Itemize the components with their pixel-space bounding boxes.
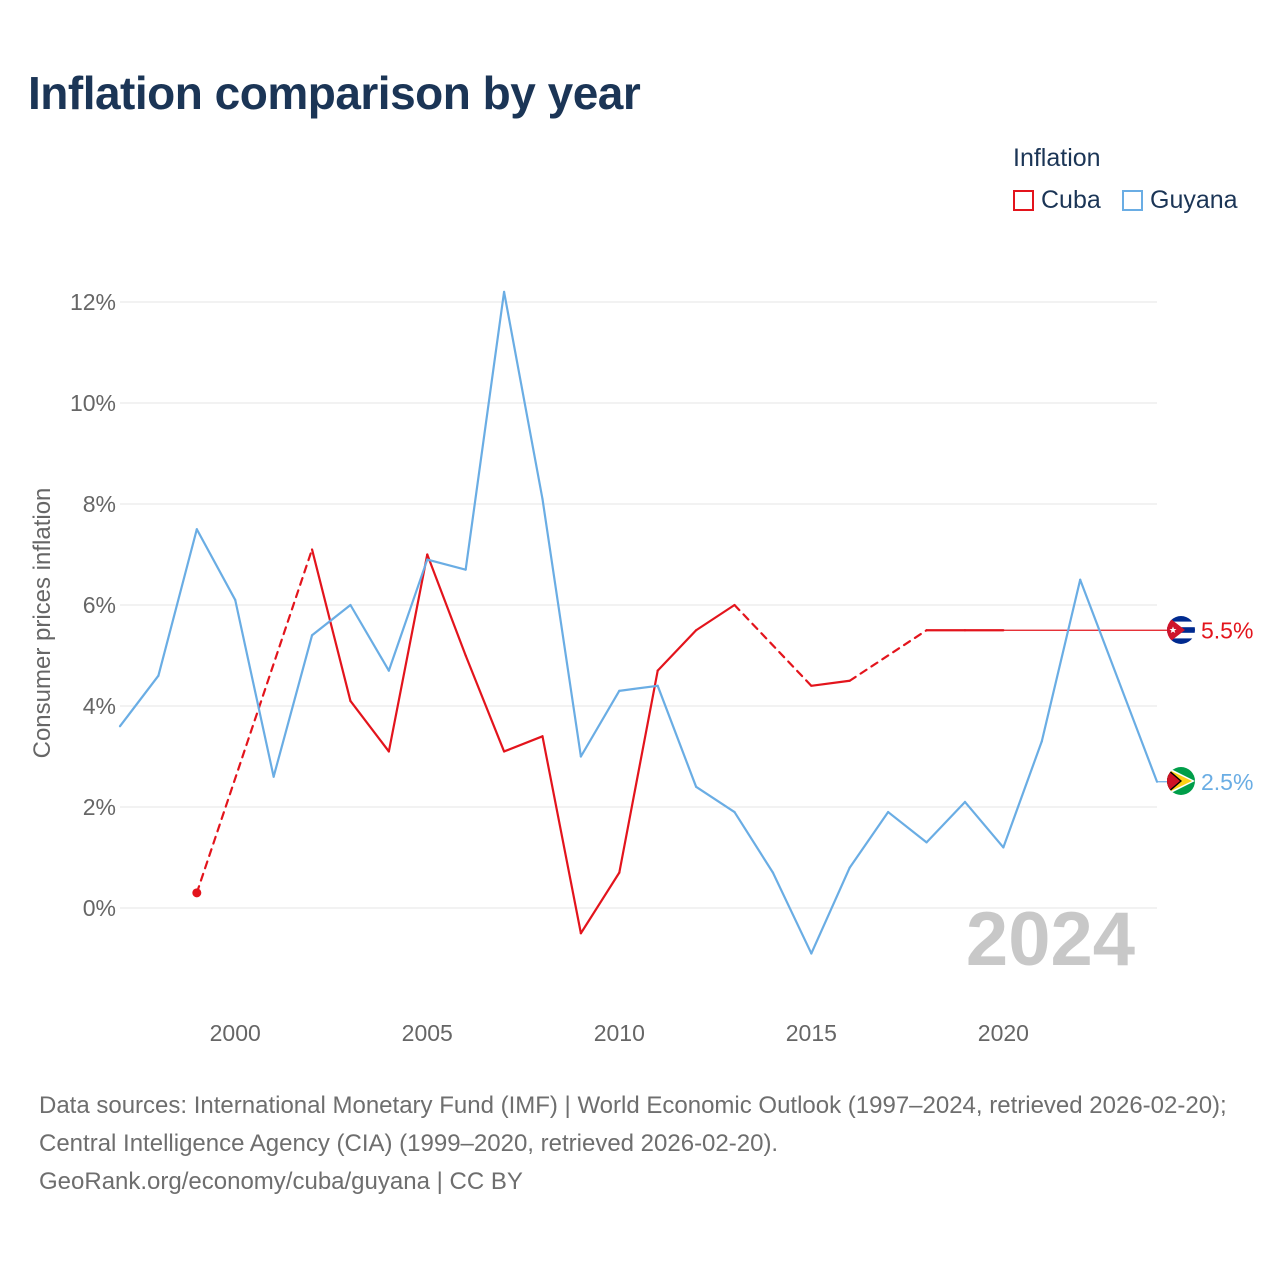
series-segment — [848, 810, 890, 869]
series-segment — [656, 629, 698, 672]
x-axis-ticks: 2000 2005 2010 2015 2020 — [210, 1020, 1029, 1046]
series-segment — [848, 629, 928, 682]
series-segment — [310, 603, 352, 637]
year-watermark: 2024 — [966, 897, 1135, 982]
series-segment — [541, 497, 582, 758]
series-segment — [464, 654, 506, 753]
series-segment — [810, 866, 851, 955]
y-axis-ticks: 0% 2% 4% 6% 8% 10% 12% — [70, 289, 116, 921]
y-tick-label: 10% — [70, 390, 116, 416]
x-tick-label: 2005 — [402, 1020, 453, 1046]
series-segment — [502, 290, 544, 501]
series-segment — [963, 800, 1005, 849]
end-value-label: 5.5% — [1201, 617, 1253, 643]
series-segment — [387, 553, 429, 753]
legend-item-guyana[interactable]: Guyana — [1122, 186, 1238, 215]
series-segment — [1117, 679, 1159, 783]
y-tick-label: 8% — [83, 491, 116, 517]
series-segment — [656, 684, 698, 788]
series-segment — [1040, 578, 1082, 743]
series-segment — [771, 871, 813, 955]
series-segment — [579, 871, 621, 935]
x-tick-label: 2020 — [978, 1020, 1029, 1046]
legend-label-cuba: Cuba — [1041, 186, 1101, 214]
series-segment — [579, 689, 621, 758]
y-tick-label: 6% — [83, 592, 116, 618]
y-tick-label: 12% — [70, 289, 116, 315]
series-segment — [541, 735, 582, 935]
series-cuba: 5.5% — [192, 548, 1253, 935]
series-segment — [695, 785, 736, 814]
series-segment — [157, 528, 198, 677]
data-point — [192, 888, 202, 898]
y-tick-label: 0% — [83, 895, 116, 921]
series-segment — [618, 669, 659, 874]
series-guyana: 2.5% — [118, 290, 1253, 955]
series-segment — [118, 674, 160, 728]
series-segment — [234, 598, 275, 778]
legend-item-cuba[interactable]: Cuba — [1013, 186, 1101, 215]
line-chart: 0% 2% 4% 6% 8% 10% 12% 2000 2005 2010 2015 2020 Co… — [29, 289, 1253, 1046]
legend-label-guyana: Guyana — [1150, 186, 1238, 214]
chart-title: Inflation comparison by year — [28, 67, 641, 119]
series-segment — [733, 603, 813, 687]
y-tick-label: 2% — [83, 794, 116, 820]
data-source-note: Data sources: International Monetary Fun… — [39, 1092, 1227, 1157]
series-segment — [1079, 578, 1120, 682]
series-segment — [810, 679, 851, 687]
credit-link[interactable]: GeoRank.org/economy/cuba/guyana | CC BY — [39, 1168, 523, 1195]
series-segment — [695, 603, 736, 632]
x-tick-label: 2000 — [210, 1020, 261, 1046]
series-segment — [887, 810, 928, 844]
x-tick-label: 2010 — [594, 1020, 645, 1046]
series-segment — [1002, 740, 1043, 849]
series-segment — [464, 290, 506, 571]
series-segment — [733, 810, 775, 874]
legend-swatch-cuba — [1013, 190, 1034, 211]
series-segment — [502, 735, 544, 753]
series-segment — [195, 528, 237, 602]
series-segment — [426, 553, 467, 657]
legend-swatch-guyana — [1122, 190, 1143, 211]
guyana-flag-icon — [1167, 767, 1195, 795]
legend-title: Inflation — [1013, 144, 1101, 172]
series-segment — [426, 558, 467, 571]
y-tick-label: 4% — [83, 693, 116, 719]
series-segment — [272, 634, 314, 778]
series-segment — [310, 548, 352, 703]
cuba-flag-icon — [1167, 616, 1195, 644]
series-segment — [618, 684, 659, 692]
x-tick-label: 2015 — [786, 1020, 837, 1046]
series-segment — [925, 800, 967, 844]
grid-lines — [120, 301, 1157, 909]
series-segment — [387, 558, 429, 672]
end-markers — [1167, 616, 1195, 795]
series-segment — [349, 699, 390, 753]
series-segment — [349, 603, 390, 672]
y-axis-label: Consumer prices inflation — [29, 488, 56, 759]
series-segment — [195, 548, 314, 894]
series-layer: 5.5% 2.5% — [118, 290, 1253, 955]
end-value-label: 2.5% — [1201, 769, 1253, 795]
